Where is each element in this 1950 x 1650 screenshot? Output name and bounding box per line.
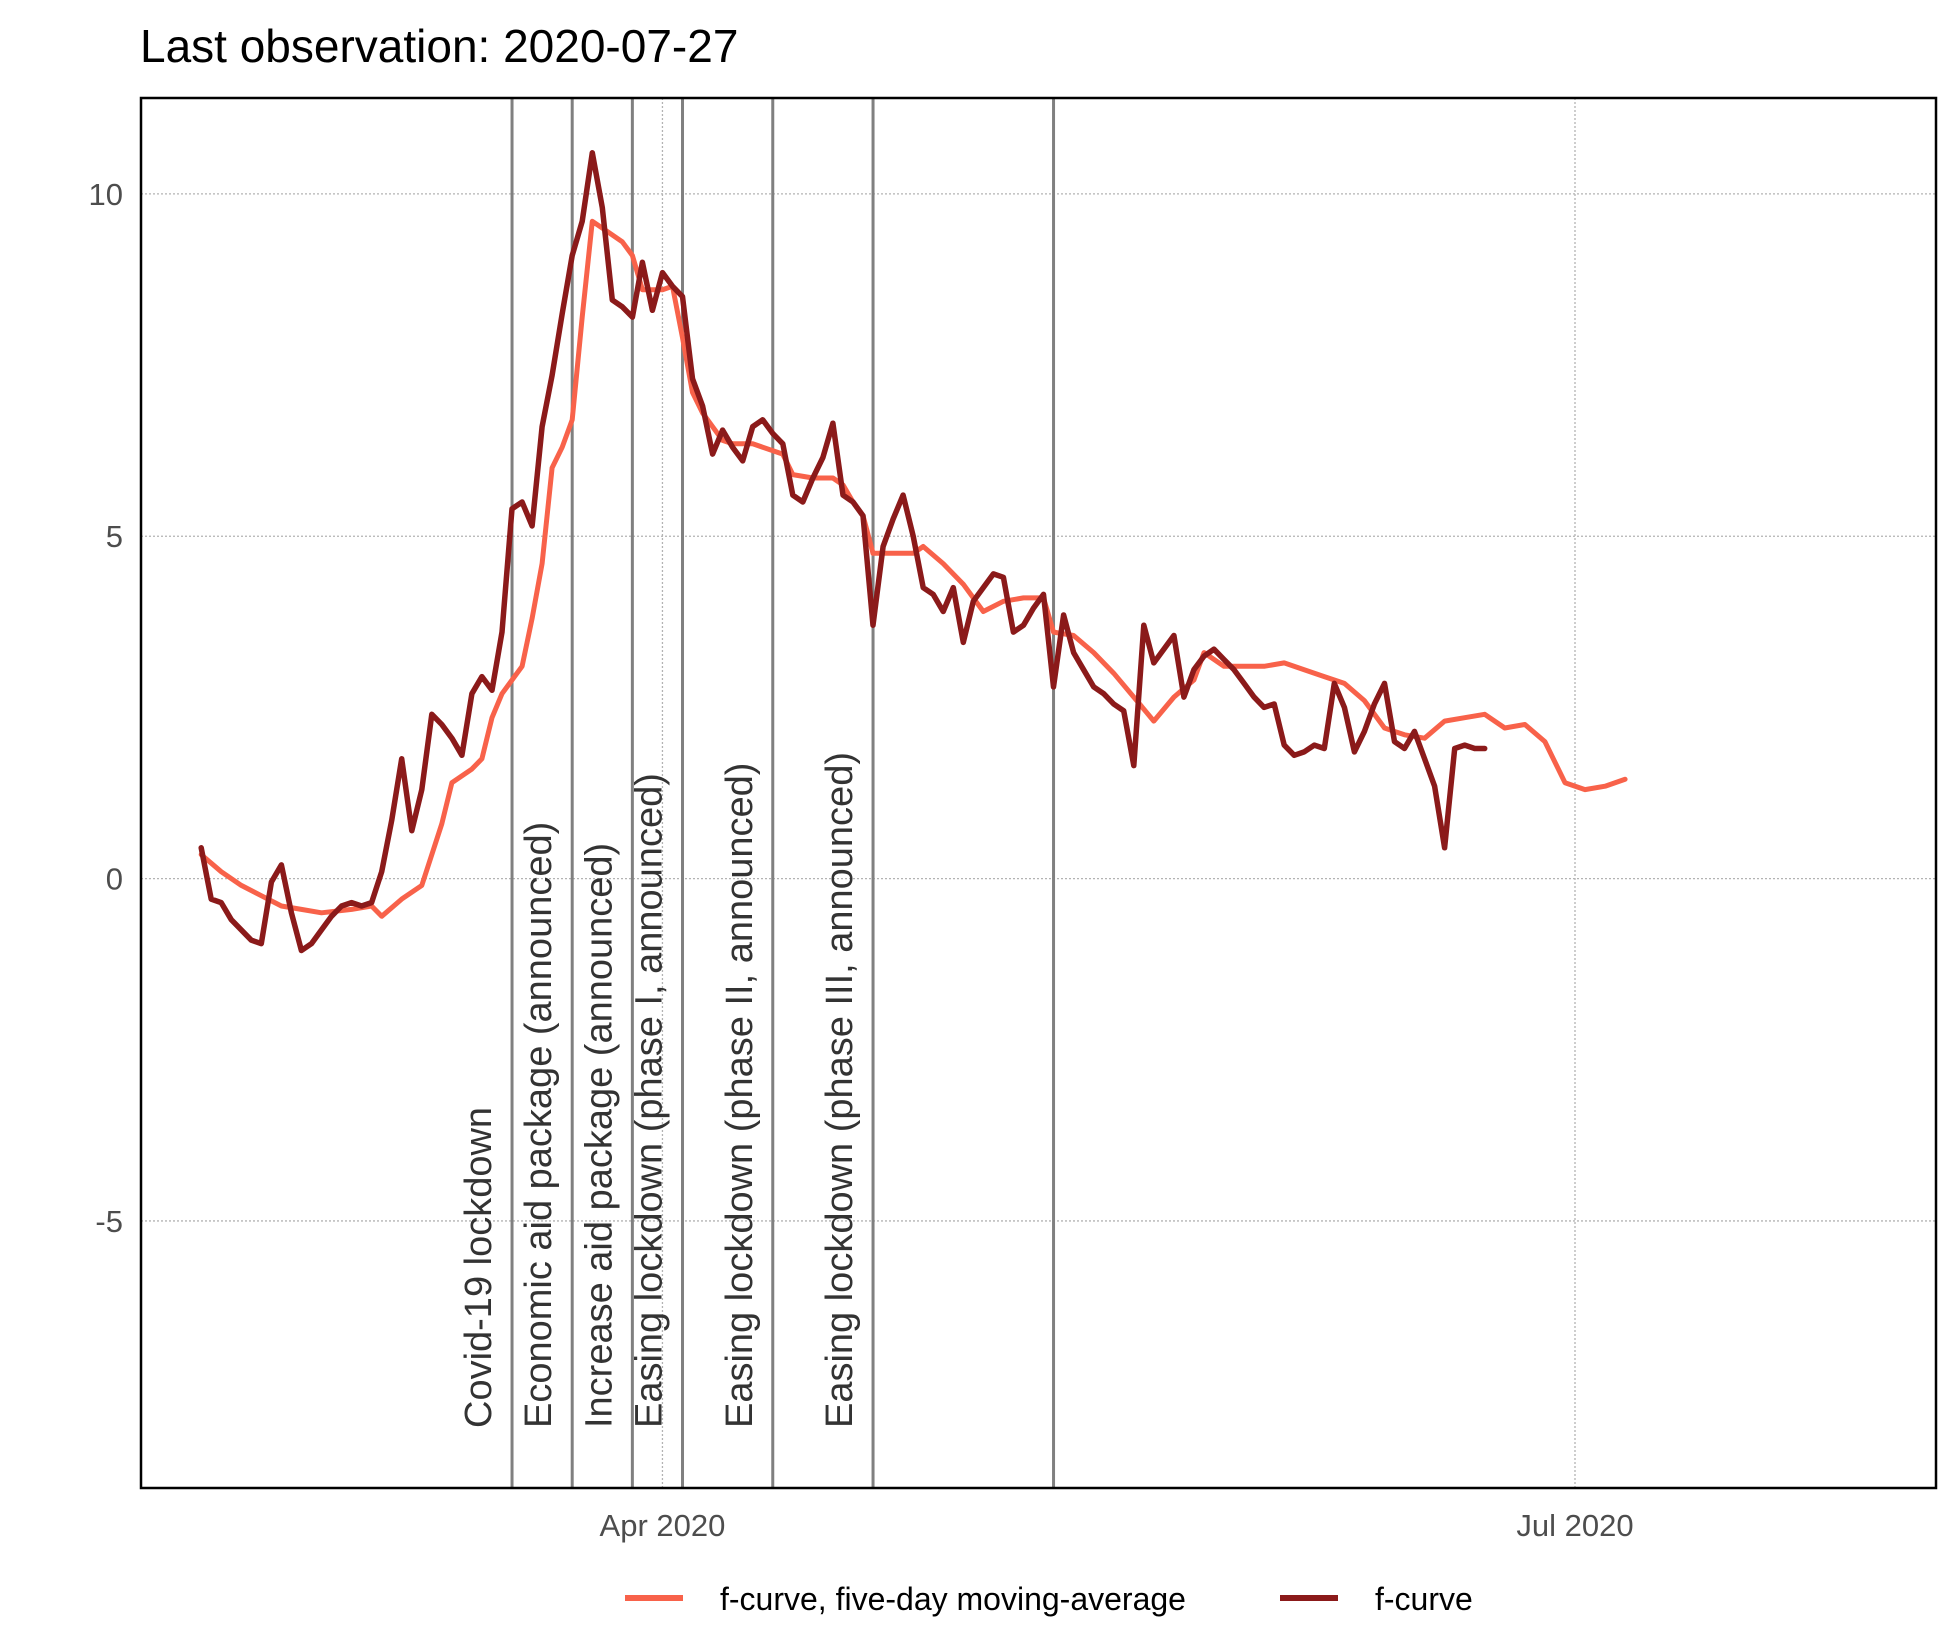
x-axis: Apr 2020 Jul 2020: [600, 1508, 1634, 1543]
grid: [141, 98, 1936, 1488]
annotation-label: Easing lockdown (phase III, announced): [819, 752, 861, 1428]
legend-item-moving-average: f-curve, five-day moving-average: [625, 1581, 1186, 1617]
legend-label: f-curve: [1375, 1581, 1473, 1617]
annotation-label: Economic aid package (announced): [518, 822, 560, 1428]
y-tick-label: 0: [106, 862, 123, 897]
series-lines: [198, 150, 1628, 954]
legend: f-curve, five-day moving-average f-curve: [625, 1581, 1473, 1617]
y-axis: -5 0 5 10: [89, 177, 123, 1239]
legend-label: f-curve, five-day moving-average: [720, 1581, 1186, 1617]
series-line-f-curve: [198, 150, 1488, 954]
annotation-label: Increase aid package (announced): [578, 843, 620, 1428]
annotations: Covid-19 lockdown Economic aid package (a…: [458, 98, 1056, 1488]
annotation-label: Easing lockdown (phase I, announced): [629, 773, 671, 1428]
x-tick-label: Jul 2020: [1516, 1508, 1633, 1543]
legend-item-f-curve: f-curve: [1280, 1581, 1473, 1617]
y-tick-label: -5: [95, 1204, 123, 1239]
x-tick-label: Apr 2020: [600, 1508, 726, 1543]
chart-title: Last observation: 2020-07-27: [140, 20, 738, 72]
plot-border: [139, 96, 1938, 1490]
annotation-label: Covid-19 lockdown: [458, 1107, 500, 1428]
y-tick-label: 10: [89, 177, 123, 212]
annotation-label: Easing lockdown (phase II, announced): [719, 763, 761, 1428]
y-tick-label: 5: [106, 519, 123, 554]
